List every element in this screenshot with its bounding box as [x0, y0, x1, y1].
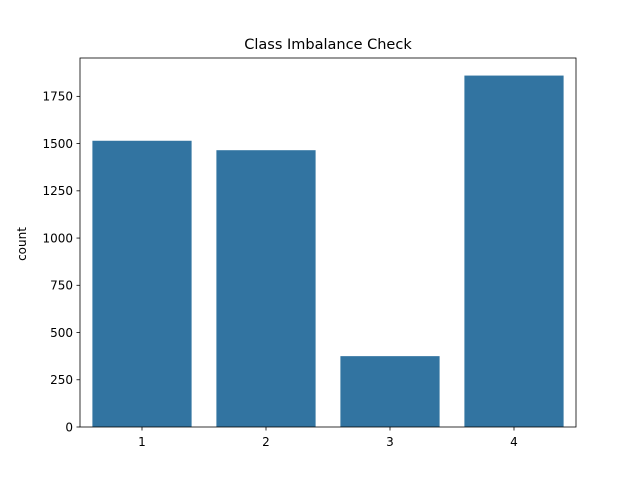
y-tick-label-1250: 1250 — [42, 184, 73, 198]
x-tick-label-3: 3 — [386, 435, 394, 449]
y-tick-label-250: 250 — [50, 373, 73, 387]
y-tick-label-1000: 1000 — [42, 231, 73, 245]
x-tick-label-1: 1 — [138, 435, 146, 449]
y-tick-label-500: 500 — [50, 326, 73, 340]
y-axis-label: count — [15, 227, 29, 261]
x-tick-label-4: 4 — [510, 435, 518, 449]
y-tick-label-1500: 1500 — [42, 137, 73, 151]
bar-2 — [216, 150, 316, 427]
x-ticks-group: 1 2 3 4 — [138, 427, 518, 449]
y-tick-label-750: 750 — [50, 279, 73, 293]
bar-3 — [340, 356, 440, 427]
y-ticks-group: 0 250 500 750 1000 1250 1500 1750 — [42, 90, 80, 434]
chart-title: Class Imbalance Check — [244, 37, 412, 53]
plot-frame — [79, 57, 577, 428]
bars-group — [92, 75, 564, 427]
bar-1 — [92, 140, 192, 427]
y-tick-label-0: 0 — [65, 420, 73, 434]
y-tick-label-1750: 1750 — [42, 90, 73, 104]
x-tick-label-2: 2 — [262, 435, 270, 449]
bar-4 — [464, 75, 564, 427]
